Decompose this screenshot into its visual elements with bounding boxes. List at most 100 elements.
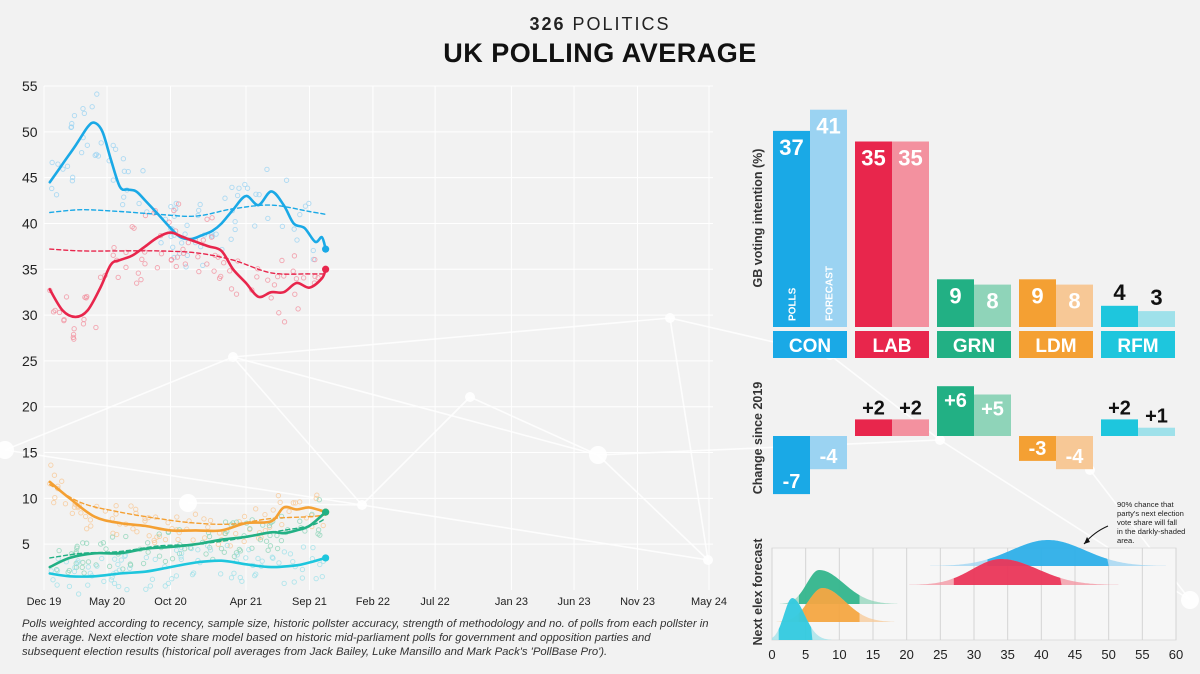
party-label-rfm: RFM [1117, 336, 1158, 357]
bar-ldm-forecast [1056, 284, 1093, 327]
forecast-x-tick-45: 45 [1068, 647, 1082, 662]
poll-dot [147, 583, 153, 589]
y-tick-label-10: 10 [22, 490, 38, 506]
poll-dot [65, 569, 71, 576]
poll-dot [297, 211, 303, 218]
forecast-dist-90-con [987, 540, 1109, 566]
poll-dot [53, 192, 60, 198]
poll-dots-rfm [48, 542, 326, 597]
bar-rfm-forecast [1138, 311, 1175, 327]
series-line-lab-polling-average [48, 231, 327, 319]
poll-dot [221, 260, 227, 266]
poll-dot [204, 261, 210, 267]
poll-dot [175, 536, 181, 543]
network-node-7 [935, 435, 945, 445]
change-value-label-rfm-1: +1 [1145, 406, 1168, 428]
poll-dot [242, 181, 248, 188]
poll-dot [71, 112, 78, 119]
poll-dot [277, 499, 283, 506]
forecast-x-tick-15: 15 [866, 647, 880, 662]
poll-dot [274, 545, 281, 552]
poll-dot [149, 576, 156, 582]
x-tick-label-7: Jan 23 [495, 596, 528, 608]
poll-dot [136, 200, 142, 207]
poll-dot [93, 324, 99, 331]
poll-dot [129, 224, 135, 230]
party-label-ldm: LDM [1035, 336, 1076, 357]
poll-dot [152, 514, 159, 520]
poll-dot [228, 286, 235, 292]
network-node-1 [228, 352, 238, 362]
poll-dot [162, 558, 169, 565]
poll-dot [300, 544, 307, 550]
y-tick-label-40: 40 [22, 215, 38, 231]
poll-dot [299, 566, 306, 573]
poll-dot [178, 550, 185, 557]
poll-dot [243, 555, 249, 561]
bar-con-polls [773, 130, 810, 327]
poll-dot [98, 140, 104, 146]
poll-dot [134, 280, 140, 286]
network-link-2 [669, 317, 709, 561]
poll-dot [218, 545, 225, 552]
change-bar-con-1 [810, 436, 847, 470]
poll-dot [266, 522, 272, 529]
poll-dot [134, 529, 140, 535]
poll-dot [252, 572, 258, 579]
poll-dot [158, 240, 164, 246]
bar-chart-axis-label: GB voting intention (%) [751, 149, 765, 288]
poll-dot [195, 547, 201, 553]
network-node-2 [465, 392, 475, 402]
change-bar-rfm-1 [1138, 427, 1175, 436]
poll-dot [110, 177, 116, 183]
party-label-lab: LAB [872, 336, 911, 357]
brand-number: 326 [529, 14, 566, 34]
poll-dot [73, 549, 79, 555]
poll-dot [202, 535, 208, 541]
poll-dot [276, 310, 282, 316]
poll-dot [315, 527, 322, 533]
poll-dot [115, 274, 121, 281]
poll-dot [128, 503, 134, 509]
network-node-8 [357, 500, 367, 510]
change-value-label-ldm-1: -4 [1066, 446, 1085, 468]
poll-dot [60, 166, 66, 172]
series-endpoint-lab [322, 265, 330, 273]
forecast-dist-90-rfm [778, 598, 813, 640]
network-link-0 [4, 356, 234, 451]
poll-dot [206, 533, 213, 540]
poll-dot [283, 177, 290, 183]
x-tick-label-10: May 24 [691, 596, 727, 608]
poll-dot [142, 212, 149, 219]
poll-dot [108, 577, 115, 583]
poll-dot [310, 247, 316, 254]
poll-dot [138, 277, 144, 283]
x-tick-label-1: May 20 [89, 596, 125, 608]
poll-dot [154, 265, 161, 271]
poll-dot [247, 525, 253, 532]
poll-dot [203, 551, 209, 557]
poll-dot [152, 539, 158, 546]
poll-dot [78, 510, 84, 516]
poll-dot [218, 571, 224, 577]
poll-dot [264, 166, 270, 173]
poll-dot [80, 105, 86, 112]
party-label-grn: GRN [953, 336, 995, 357]
series-line-con-forecast [49, 204, 327, 218]
poll-dot [228, 236, 234, 242]
poll-dot [75, 558, 81, 564]
poll-dot [48, 462, 54, 468]
poll-dot [62, 501, 69, 507]
poll-dot [175, 201, 182, 207]
poll-dot [236, 546, 243, 553]
poll-dot [173, 573, 180, 579]
poll-dot [169, 556, 176, 562]
poll-dot [313, 495, 319, 502]
poll-dot [168, 225, 174, 232]
poll-dot [196, 268, 202, 275]
change-value-label-lab-0: +2 [862, 397, 885, 419]
poll-dot [133, 506, 139, 512]
poll-dot [55, 161, 61, 167]
series-name-forecast: FORECAST [825, 266, 836, 321]
